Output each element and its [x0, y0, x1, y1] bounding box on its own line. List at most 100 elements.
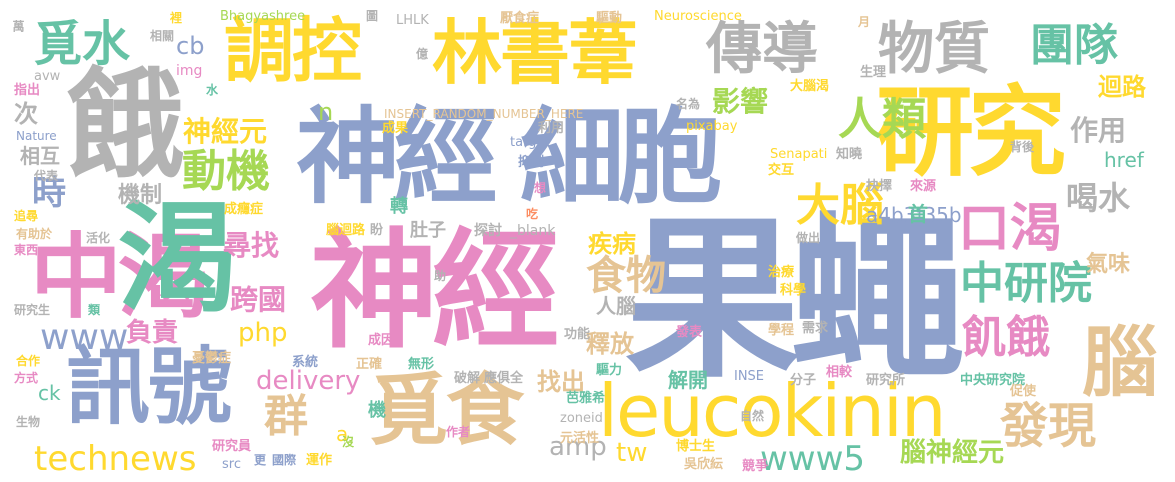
word-utilize: 利用 [538, 121, 565, 136]
word-invisible: 無形 [408, 357, 435, 372]
word-depression: 憂鬱症 [192, 351, 232, 366]
word-inside: 裡 [170, 11, 183, 25]
word-central-institute: 中央研究院 [960, 373, 1026, 388]
word-hundred-million: 億 [416, 47, 429, 61]
word-researcher: 研究員 [212, 439, 252, 454]
word-publish: 發表 [676, 325, 703, 340]
word-release: 釋放 [586, 330, 634, 358]
word-times: 次 [14, 100, 38, 128]
word-interact: 交互 [768, 163, 795, 178]
word-tw: tw [616, 438, 648, 468]
word-named: 名為 [676, 97, 701, 111]
word-cooperate: 合作 [16, 354, 41, 368]
word-anorexia: 厭食症 [500, 11, 540, 26]
word-hope: 盼 [370, 223, 384, 238]
word-nature-zh: 自然 [740, 409, 765, 423]
word-inse: INSE [734, 369, 765, 384]
word-physiology: 生理 [860, 65, 887, 80]
word-human-brain: 人腦 [596, 294, 636, 318]
word-circuit: 迴路 [1098, 73, 1146, 101]
word-treat: 治療 [768, 265, 795, 280]
word-help: 助 [434, 269, 447, 283]
word-thing: 東西 [14, 243, 39, 257]
word-disease: 疾病 [588, 230, 636, 258]
word-conduct: 傳導 [706, 17, 818, 82]
word-research: 研究 [876, 76, 1066, 190]
word-operate: 運作 [306, 453, 333, 468]
word-delivery: delivery [256, 366, 361, 396]
word-insert-random: INSERT_RANDOM_NUMBER_HERE [384, 107, 584, 121]
word-href: href [1104, 148, 1144, 172]
word-brain-thirst: 大腦渴 [790, 79, 830, 94]
word-mid-thirst: 中渴 [30, 224, 210, 331]
word-neuroscience: Neuroscience [654, 9, 742, 24]
word-international: 國際 [272, 453, 297, 467]
word-activate: 活化 [86, 231, 111, 245]
word-substance: 物質 [878, 17, 990, 82]
word-food: 食物 [586, 253, 666, 299]
word-www: www [40, 317, 129, 358]
word-signal: 訊號 [66, 338, 232, 436]
word-function2: 功能 [564, 327, 591, 342]
word-science: 科學 [780, 283, 807, 298]
word-bhagyashree: Bhagyashree [220, 9, 306, 24]
word-ten-thousand: 萬 [11, 20, 25, 32]
word-correct: 正確 [356, 357, 383, 372]
word-institute: 研究所 [866, 373, 906, 388]
word-technews: technews [34, 439, 197, 479]
word-seek-water: 覓水 [34, 16, 131, 72]
word-regulate: 調控 [224, 10, 362, 92]
word-thirst: 渴 [118, 190, 238, 329]
word-time: 時 [32, 173, 66, 213]
word-pixabay: pixabay [686, 119, 738, 134]
word-more: 更 [254, 453, 267, 467]
word-blank: _blank [510, 223, 556, 239]
word-author: 作者 [446, 425, 471, 439]
word-drink-water: 喝水 [1066, 179, 1131, 217]
word-smell: 氣味 [1086, 252, 1131, 277]
word-month: 月 [858, 15, 871, 29]
word-cell: 細胞 [520, 96, 722, 218]
word-turn: 轉 [390, 196, 408, 217]
word-mutual: 相互 [20, 144, 60, 168]
word-a: a [336, 422, 349, 446]
word-make: 做出 [796, 231, 821, 245]
word-kind: 類 [88, 303, 101, 317]
word-neuro: 神經 [296, 96, 498, 218]
word-unlock: 解開 [668, 368, 708, 392]
word-addiction: 成癮症 [224, 202, 264, 217]
word-molecule: 分子 [790, 373, 817, 388]
word-lhlk: LHLK [396, 13, 429, 28]
word-represent: 代表 [34, 169, 59, 183]
word-famine: 飢餓 [962, 312, 1050, 363]
word-grad-student: 研究生 [14, 303, 51, 317]
word-zoneid: zoneid [560, 411, 603, 426]
word-search: 尋找 [223, 229, 280, 262]
word-point-out: 指出 [14, 83, 41, 98]
word-wu-xinyun: 吳欣紜 [684, 457, 724, 472]
word-cause: 成因 [368, 333, 395, 348]
word-leucokinin: leucokinin [598, 369, 947, 453]
word-find-out: 找出 [537, 368, 585, 396]
word-team: 團隊 [1030, 20, 1118, 71]
word-nature: Nature [16, 129, 57, 143]
word-influence: 影響 [712, 85, 769, 118]
word-cb: cb [176, 32, 205, 60]
word-without: 沒 [342, 435, 355, 449]
word-responsible: 負責 [126, 318, 179, 348]
word-brain: 腦 [1082, 318, 1158, 407]
word-suppress: 抑制 [518, 155, 545, 170]
word-machine: 機 [368, 400, 386, 421]
word-choose: 抉擇 [866, 179, 893, 194]
word-belly: 肚子 [410, 220, 446, 241]
word-meta-activity: 元活性 [560, 431, 600, 446]
word-academia-sinica: 中研院 [960, 258, 1092, 309]
word-big-brain: 大腦 [796, 180, 884, 231]
word-transnational: 跨國 [230, 283, 287, 316]
word-amp: amp [549, 432, 607, 462]
word-system: 系統 [292, 355, 319, 370]
word-function: 作用 [1070, 114, 1127, 147]
word-decode: 破解 [454, 371, 481, 386]
word-lin-shuwei: 林書葦 [432, 12, 638, 94]
